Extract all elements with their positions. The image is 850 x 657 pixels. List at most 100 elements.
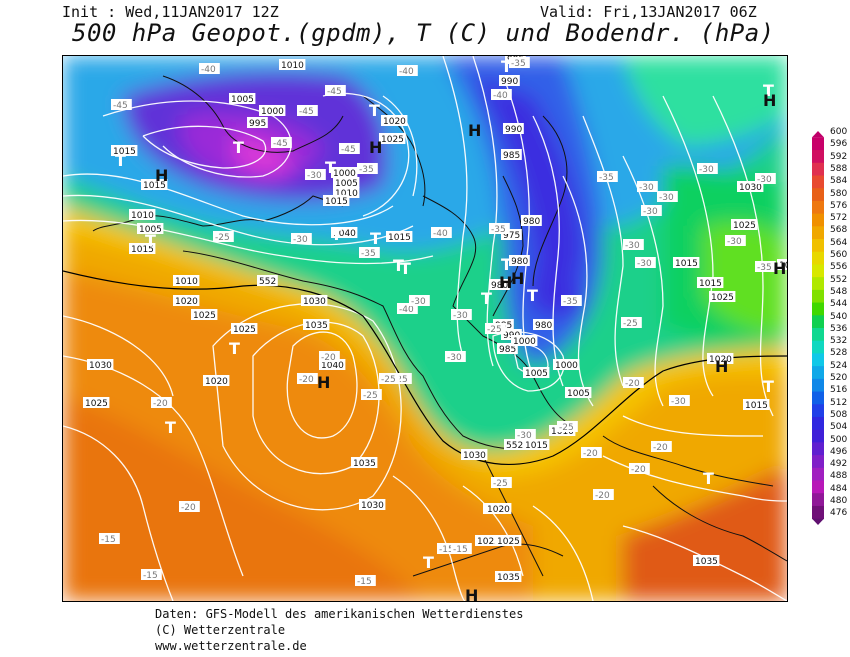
temperature-label-text: -30: [699, 165, 714, 175]
temperature-label-text: -20: [299, 375, 314, 385]
pressure-label-box: [301, 295, 328, 306]
temperature-label: -30: [291, 233, 312, 245]
temperature-label-text: -30: [757, 175, 772, 185]
contour-label-text: 552: [506, 441, 523, 451]
pressure-label-text: 995: [249, 119, 266, 129]
color-scale-segment: [812, 200, 824, 215]
pressure-label: 1015: [111, 145, 138, 157]
pressure-label: 1030: [359, 499, 386, 511]
temperature-label: -40: [431, 227, 452, 239]
temperature-label-text: -45: [273, 139, 288, 149]
temperature-label-box: [409, 295, 430, 306]
temperature-label-box: [597, 171, 618, 182]
temperature-label-box: [151, 397, 172, 408]
color-scale-segment: [812, 188, 824, 202]
temperature-label-box: [179, 501, 200, 512]
footer-copyright: (C) Wetterzentrale: [155, 623, 286, 637]
pressure-label-text: 1015: [143, 181, 166, 191]
pressure-label-text: 1015: [675, 259, 698, 269]
temperature-label-text: -25: [623, 319, 638, 329]
low-pressure-marker: T: [331, 225, 342, 244]
pressure-label-text: 1030: [303, 297, 326, 307]
pressure-label-box: [247, 117, 268, 128]
pressure-label-text: 1010: [131, 211, 154, 221]
color-scale-segment: [812, 493, 824, 507]
pressure-label-box: [231, 323, 258, 334]
temperature-label: -30: [623, 239, 644, 251]
color-scale-top-arrow: [812, 131, 824, 138]
color-scale-bar: [812, 131, 824, 525]
temperature-label-text: -25: [381, 375, 396, 385]
pressure-label-box: [137, 223, 164, 234]
pressure-label: 1030: [301, 295, 328, 307]
temperature-label-box: [319, 351, 340, 362]
pressure-label-text: 1015: [325, 197, 348, 207]
temperature-label-box: [451, 309, 472, 320]
temperature-label: -25: [621, 317, 642, 329]
color-scale-tick: 552: [830, 274, 848, 285]
pressure-label-text: 1015: [131, 245, 154, 255]
pressure-label: 1015: [141, 179, 168, 191]
temperature-label-text: -45: [327, 87, 342, 97]
color-scale-tick: 556: [830, 262, 848, 273]
pressure-label-text: 1025: [233, 325, 256, 335]
isobar-line: [492, 331, 565, 392]
pressure-label-text: 1040: [333, 229, 356, 239]
pressure-label-text: 1000: [555, 361, 578, 371]
pressure-label-text: 1020: [709, 355, 732, 365]
temperature-label-text: -15: [101, 535, 116, 545]
temperature-label-box: [725, 235, 746, 246]
pressure-label-text: 980: [523, 217, 540, 227]
high-pressure-marker: H: [468, 121, 481, 140]
pressure-label-box: [191, 309, 218, 320]
isobar-line: [212, 303, 402, 511]
color-scale-tick: 572: [830, 213, 848, 224]
pressure-label-text: 1015: [699, 279, 722, 289]
pressure-label: 1020: [381, 115, 408, 127]
temperature-label: -35: [561, 295, 582, 307]
pressure-label: 1030: [737, 181, 764, 193]
pressure-label-text: 1025: [193, 311, 216, 321]
temperature-label-text: -35: [757, 263, 772, 273]
color-scale-segment: [812, 340, 824, 354]
pressure-label-box: [497, 343, 518, 354]
color-scale-segment: [812, 404, 824, 418]
high-pressure-marker: H: [715, 357, 728, 376]
temperature-label: -40: [397, 65, 418, 77]
pressure-label-text: 1025: [477, 537, 500, 547]
pressure-label: 1010: [279, 59, 306, 71]
pressure-label: 1035: [351, 457, 378, 469]
pressure-label: 1000: [553, 359, 580, 371]
temperature-label-box: [581, 447, 602, 458]
color-scale-tick: 540: [830, 311, 848, 322]
temperature-label-text: -40: [399, 305, 414, 315]
contour-label-box: [504, 439, 525, 450]
pressure-label: 985: [501, 149, 522, 161]
color-scale-tick: 564: [830, 237, 848, 248]
isobar-line: [142, 125, 267, 169]
temperature-label-text: -25: [363, 391, 378, 401]
temperature-label-box: [199, 63, 220, 74]
color-scale-tick: 584: [830, 176, 848, 187]
temperature-label-text: -20: [181, 503, 196, 513]
color-scale-tick: 508: [830, 409, 848, 420]
temperature-label-text: -35: [511, 59, 526, 69]
contour-label-text: 552: [259, 277, 276, 287]
color-scale-segment: [812, 378, 824, 393]
pressure-label-text: 1005: [335, 179, 358, 189]
pressure-label: 1035: [693, 555, 720, 567]
pressure-label-text: 1035: [353, 459, 376, 469]
temperature-label: -20: [629, 463, 650, 475]
color-scale-segment: [812, 162, 824, 176]
color-field: [63, 56, 787, 601]
pressure-label-text: 1015: [113, 147, 136, 157]
temperature-label-box: [509, 57, 530, 68]
temperature-label: -25: [391, 373, 412, 385]
temperature-label-box: [397, 65, 418, 76]
color-scale-tick: 588: [830, 163, 848, 174]
temperature-label-text: -20: [583, 449, 598, 459]
low-pressure-marker: T: [369, 101, 380, 120]
color-scale-tick: 528: [830, 348, 848, 359]
pressure-label-box: [323, 195, 350, 206]
pressure-label-box: [501, 329, 522, 340]
